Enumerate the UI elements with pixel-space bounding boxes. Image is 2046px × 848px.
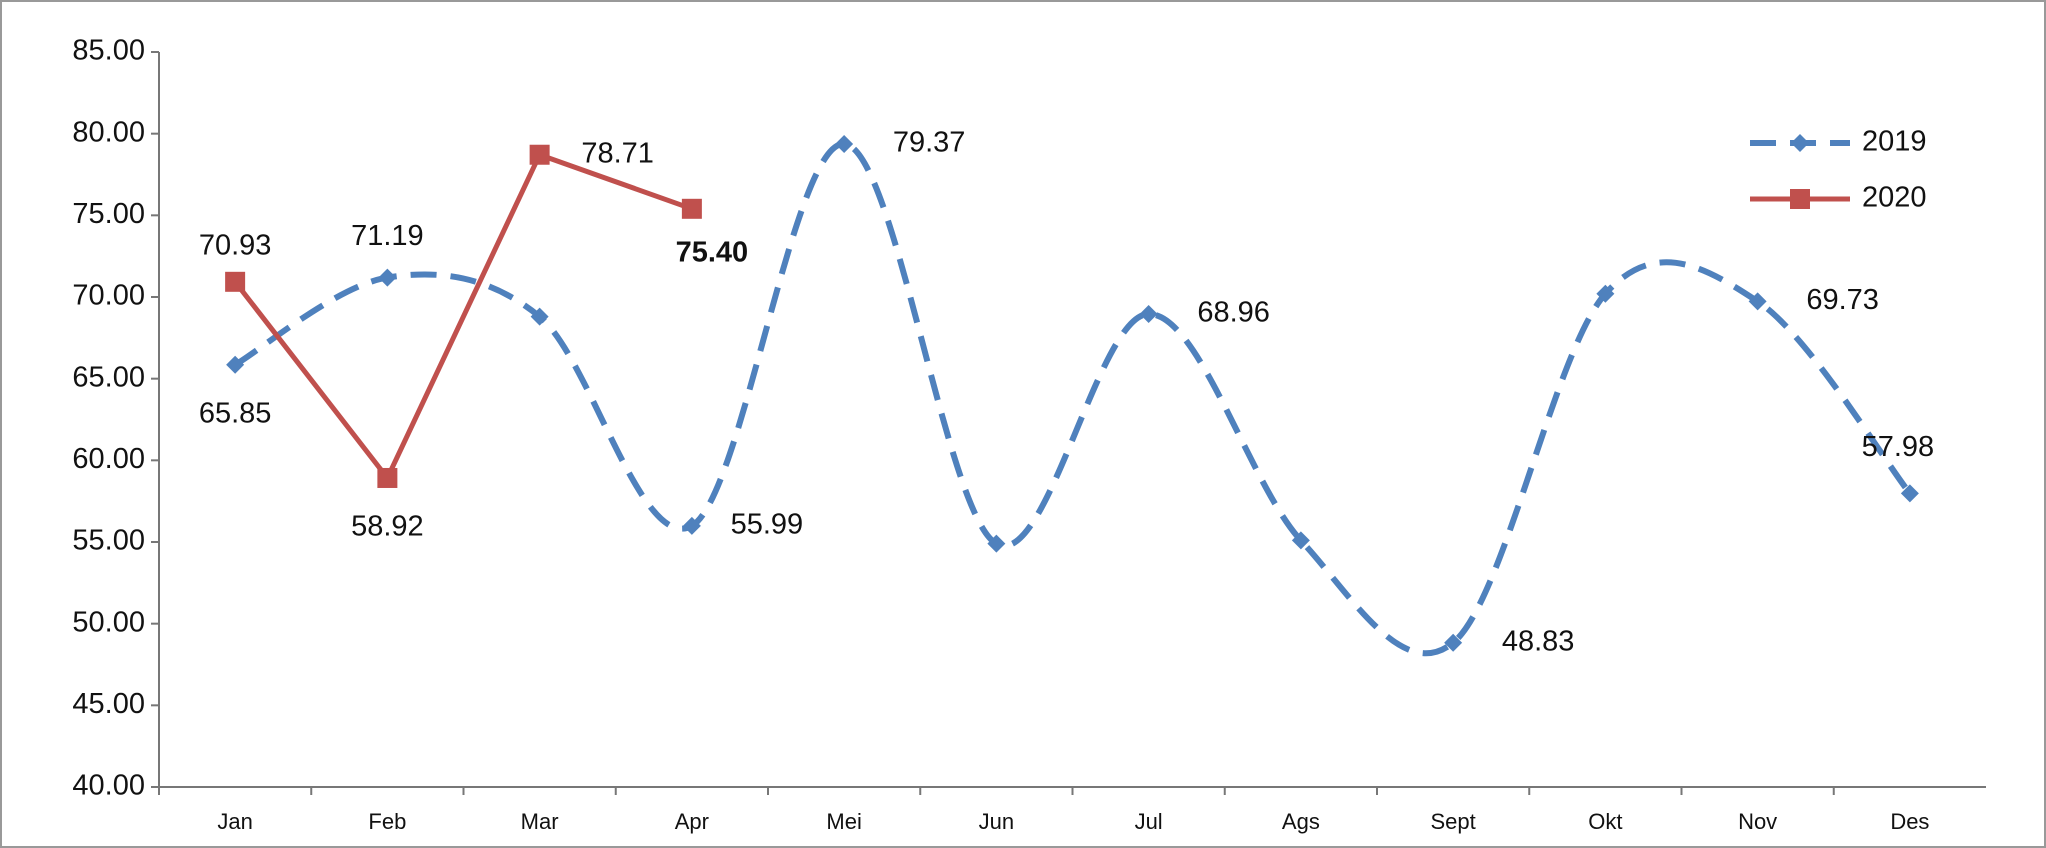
marker bbox=[226, 355, 245, 374]
y-tick-label: 85.00 bbox=[72, 35, 145, 67]
marker bbox=[682, 516, 701, 535]
data-label: 70.93 bbox=[199, 229, 272, 261]
x-tick-label: Jun bbox=[979, 809, 1014, 834]
legend-marker bbox=[1791, 134, 1809, 152]
data-label: 58.92 bbox=[351, 511, 424, 543]
marker bbox=[529, 144, 550, 165]
legend-label: 2020 bbox=[1862, 182, 1927, 214]
data-label: 75.40 bbox=[676, 236, 749, 268]
y-tick-label: 65.00 bbox=[72, 361, 145, 393]
marker bbox=[377, 467, 398, 488]
data-label: 69.73 bbox=[1806, 284, 1879, 316]
y-tick-label: 75.00 bbox=[72, 198, 145, 230]
marker bbox=[1291, 531, 1310, 550]
marker bbox=[1596, 284, 1615, 303]
data-label: 79.37 bbox=[893, 127, 966, 159]
series-line bbox=[233, 151, 693, 483]
legend-label: 2019 bbox=[1862, 126, 1927, 158]
x-tick-label: Mei bbox=[826, 809, 861, 834]
data-label: 48.83 bbox=[1502, 625, 1575, 657]
marker bbox=[1748, 292, 1767, 311]
marker bbox=[681, 198, 702, 219]
x-tick-label: Okt bbox=[1588, 809, 1622, 834]
data-label: 68.96 bbox=[1197, 297, 1270, 329]
x-tick-label: Mar bbox=[521, 809, 559, 834]
x-tick-label: Feb bbox=[368, 809, 406, 834]
y-tick-label: 50.00 bbox=[72, 606, 145, 638]
y-tick-label: 45.00 bbox=[72, 688, 145, 720]
marker bbox=[530, 307, 549, 326]
y-tick-label: 80.00 bbox=[72, 116, 145, 148]
x-tick-label: Nov bbox=[1738, 809, 1777, 834]
x-tick-label: Sept bbox=[1430, 809, 1475, 834]
marker bbox=[987, 534, 1006, 553]
marker bbox=[378, 268, 397, 287]
y-tick-label: 40.00 bbox=[72, 770, 145, 802]
marker bbox=[225, 271, 246, 292]
marker bbox=[835, 134, 854, 153]
x-tick-label: Jul bbox=[1135, 809, 1163, 834]
data-label: 65.85 bbox=[199, 397, 272, 429]
x-tick-label: Ags bbox=[1282, 809, 1320, 834]
y-tick-label: 70.00 bbox=[72, 280, 145, 312]
y-tick-label: 60.00 bbox=[72, 443, 145, 475]
data-label: 71.19 bbox=[351, 220, 424, 252]
data-label: 55.99 bbox=[731, 508, 804, 540]
marker bbox=[1444, 633, 1463, 652]
legend-marker bbox=[1790, 189, 1810, 209]
data-label: 57.98 bbox=[1862, 431, 1935, 463]
x-tick-label: Apr bbox=[675, 809, 709, 834]
x-tick-label: Jan bbox=[217, 809, 252, 834]
y-tick-label: 55.00 bbox=[72, 525, 145, 557]
x-tick-label: Des bbox=[1890, 809, 1929, 834]
data-label: 78.71 bbox=[581, 137, 654, 169]
marker bbox=[1900, 484, 1919, 503]
marker bbox=[1139, 304, 1158, 323]
